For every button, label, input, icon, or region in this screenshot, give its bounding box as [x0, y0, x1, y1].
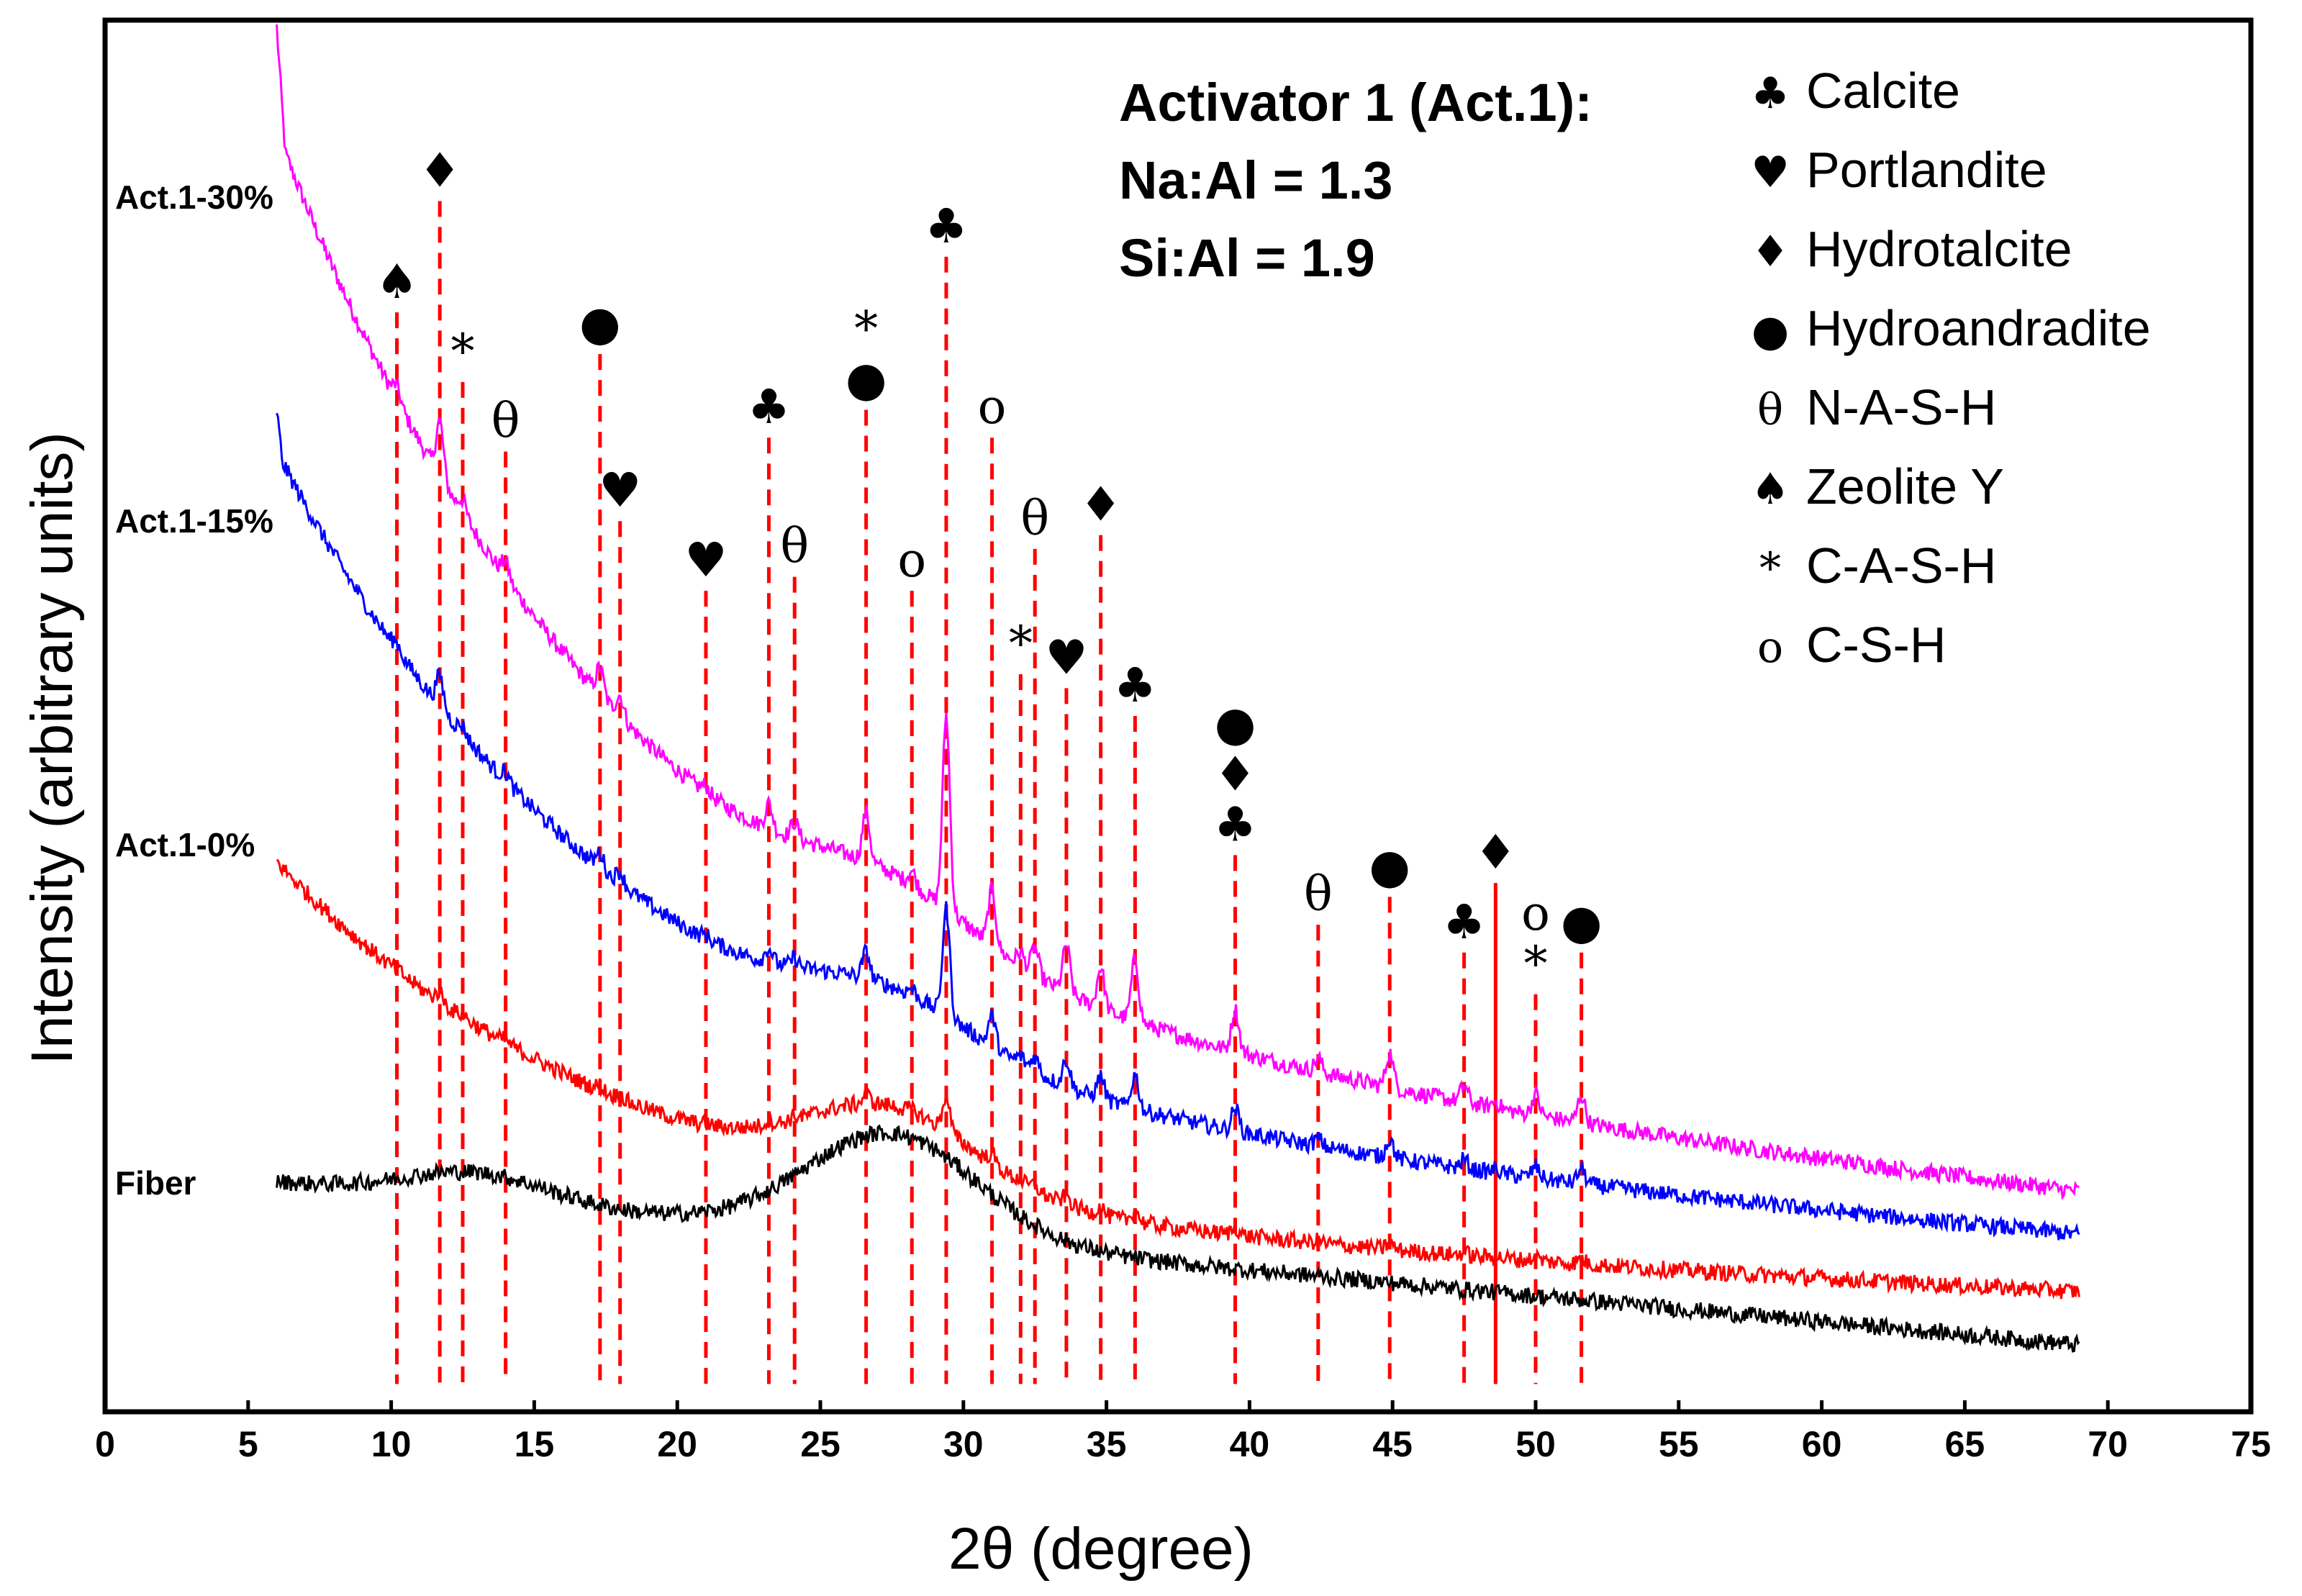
- x-tick-label: 55: [1659, 1424, 1699, 1464]
- peak-symbol: *: [1009, 616, 1033, 671]
- peak-symbol: ♦: [1079, 477, 1122, 532]
- peak-symbol: ♣: [1114, 658, 1156, 713]
- legend-label: C-S-H: [1806, 617, 1946, 673]
- series-label: Act.1-30%: [115, 178, 273, 216]
- x-tick-label: 75: [2231, 1424, 2271, 1464]
- x-tick-label: 30: [943, 1424, 984, 1464]
- legend-symbol: θ: [1757, 385, 1783, 435]
- legend-label: Calcite: [1806, 63, 1960, 119]
- y-axis-title: Intensity (arbitrary units): [19, 432, 85, 1065]
- peak-symbol: ♥: [1045, 630, 1087, 685]
- peak-symbol: ●: [1215, 696, 1256, 751]
- peak-symbol: ♣: [925, 199, 967, 254]
- x-tick-label: 45: [1372, 1424, 1413, 1464]
- peak-symbol: ♠: [376, 254, 418, 309]
- legend-symbol: ♠: [1751, 464, 1790, 514]
- peak-symbol: o: [897, 532, 926, 588]
- peak-marker-symbols: ♠♦*θ●♥♥♣θ*●o♣o*θ♥♦♣●♦♣θ●♣♦o*●: [376, 142, 1602, 991]
- x-axis-title: 2θ (degree): [948, 1516, 1254, 1582]
- plot-frame: [102, 17, 2254, 1415]
- peak-symbol: θ: [1304, 866, 1333, 922]
- peak-symbol: ♥: [599, 463, 641, 518]
- peak-symbol: o: [978, 379, 1007, 435]
- x-tick-label: 10: [371, 1424, 412, 1464]
- peak-symbol: ♦: [419, 142, 461, 198]
- peak-symbol: *: [854, 301, 878, 357]
- peak-symbol: *: [1524, 936, 1548, 992]
- peak-symbol: ♥: [684, 532, 727, 588]
- peak-symbol: o: [1521, 886, 1550, 941]
- x-tick-label: 70: [2088, 1424, 2128, 1464]
- x-tick-label: 20: [657, 1424, 697, 1464]
- x-axis-ticks: 0 5 10 15 20 25 30 35 40 45 50 55 60 65 70 75: [95, 1400, 2271, 1464]
- x-tick-label: 50: [1515, 1424, 1556, 1464]
- series-line-fiber: [276, 1124, 2080, 1353]
- x-tick-label: 15: [515, 1424, 555, 1464]
- legend-symbol: ♣: [1751, 68, 1790, 119]
- peak-symbol: θ: [780, 519, 809, 574]
- x-tick-label: 40: [1230, 1424, 1270, 1464]
- peak-symbol: ♣: [748, 379, 790, 435]
- series-label: Fiber: [115, 1164, 196, 1202]
- annotation-line-2: Na:Al = 1.3: [1119, 150, 1392, 210]
- peak-symbol: ♣: [1443, 894, 1485, 950]
- series-label: Act.1-15%: [115, 502, 273, 540]
- peak-marker-lines: [395, 201, 1584, 1384]
- annotation-line-1: Activator 1 (Act.1):: [1119, 73, 1592, 132]
- peak-symbol: *: [451, 324, 475, 379]
- peak-symbol: ●: [579, 296, 621, 351]
- peak-symbol: ●: [1369, 838, 1410, 894]
- series-line-act-1-0-: [276, 858, 2080, 1300]
- legend-symbol: ♦: [1751, 227, 1790, 277]
- legend-label: C-A-S-H: [1806, 538, 1996, 594]
- legend: ♣ Calcite ♥ Portlandite ♦ Hydrotalcite ● Hydroa…: [1751, 63, 2151, 673]
- peak-symbol: ♦: [1214, 746, 1256, 802]
- legend-symbol: o: [1757, 622, 1783, 673]
- annotation-line-3: Si:Al = 1.9: [1119, 228, 1375, 288]
- x-tick-label: 65: [1945, 1424, 1985, 1464]
- series-labels: Act.1-30% Act.1-15% Act.1-0% Fiber: [115, 178, 273, 1202]
- peak-symbol: θ: [1020, 491, 1049, 546]
- x-tick-label: 25: [800, 1424, 840, 1464]
- series-group: [276, 24, 2080, 1353]
- legend-symbol: *: [1759, 543, 1781, 594]
- x-tick-label: 60: [1802, 1424, 1842, 1464]
- legend-label: N-A-S-H: [1806, 379, 1996, 435]
- peak-symbol: θ: [491, 394, 520, 449]
- series-label: Act.1-0%: [115, 826, 255, 863]
- peak-symbol: ♣: [1214, 797, 1256, 852]
- legend-label: Hydroandradite: [1806, 300, 2151, 356]
- legend-symbol: ●: [1752, 306, 1789, 356]
- legend-label: Zeolite Y: [1806, 458, 2004, 514]
- peak-symbol: ♦: [1474, 825, 1517, 880]
- legend-label: Hydrotalcite: [1806, 221, 2072, 277]
- peak-symbol: ●: [846, 352, 887, 407]
- legend-symbol: ♥: [1751, 148, 1790, 198]
- legend-label: Portlandite: [1806, 142, 2047, 198]
- series-line-act-1-15-: [276, 412, 2080, 1241]
- peak-symbol: ●: [1561, 894, 1603, 950]
- series-line-act-1-30-: [276, 24, 2080, 1200]
- x-tick-label: 35: [1087, 1424, 1127, 1464]
- x-tick-label: 0: [95, 1424, 115, 1464]
- x-tick-label: 5: [238, 1424, 258, 1464]
